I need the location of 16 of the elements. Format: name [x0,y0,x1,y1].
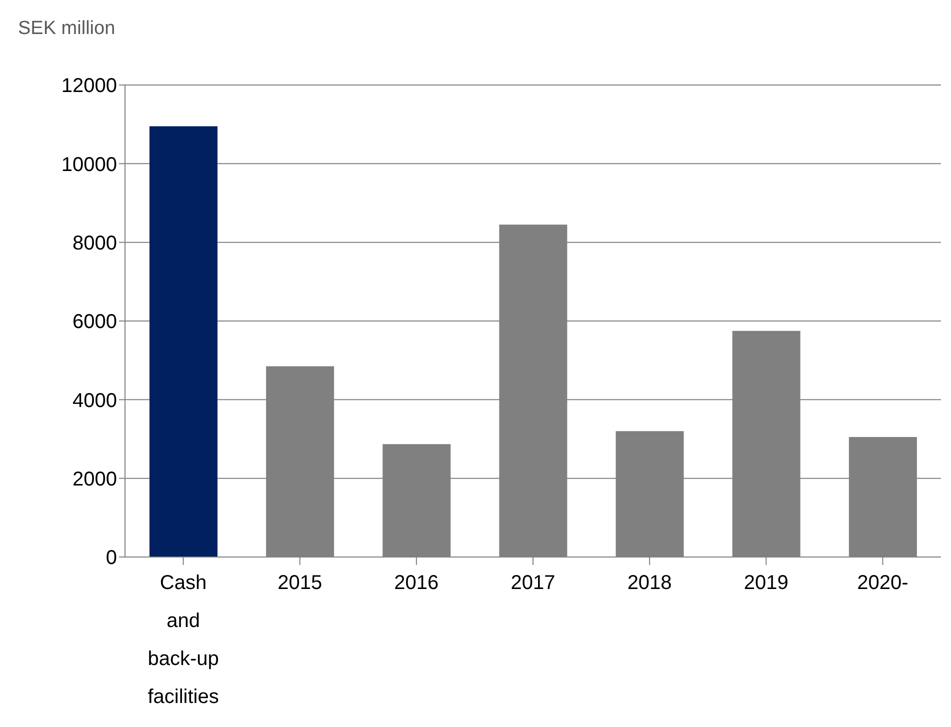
y-axis-title: SEK million [18,18,116,40]
y-tick-label: 8000 [72,232,117,254]
y-tick-label: 4000 [72,390,117,412]
y-tick-label: 2000 [72,468,117,490]
x-tick-label: 2019 [744,572,788,594]
y-tick-label: 10000 [61,154,117,176]
x-tick-label: Cash and back-up facilities [148,572,219,708]
x-tick-label: 2015 [278,572,322,594]
bar [149,126,218,557]
x-tick-label: 2020- [857,572,908,594]
y-tick-label: 0 [106,547,117,570]
x-tick-label: 2017 [510,572,556,594]
y-tick-label: 6000 [72,311,117,334]
x-tick-label: 2018 [627,572,672,594]
x-tick-label: 2016 [394,572,439,594]
y-tick-label: 12000 [61,75,117,98]
